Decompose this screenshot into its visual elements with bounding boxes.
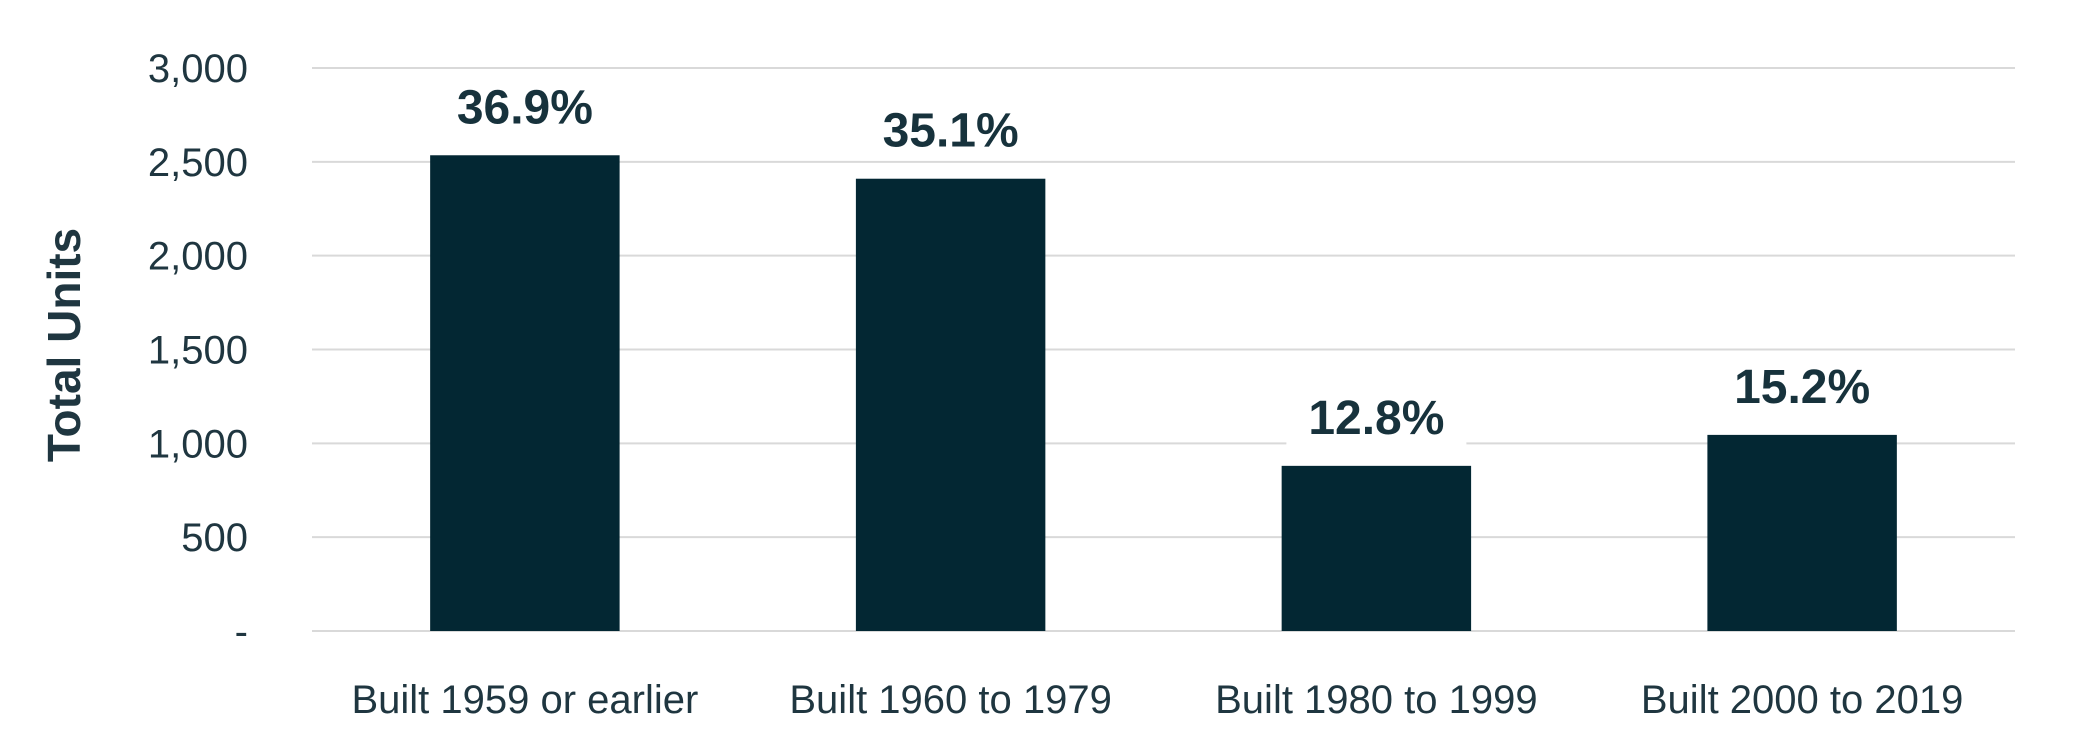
y-tick-label: 3,000: [148, 47, 248, 91]
data-label-background: [1286, 385, 1467, 448]
data-label: 35.1%: [883, 105, 1019, 158]
bar: [430, 155, 620, 631]
x-category-label: Built 1959 or earlier: [351, 678, 698, 722]
data-label-background: [434, 75, 615, 138]
x-category-label: Built 1980 to 1999: [1215, 678, 1537, 722]
y-tick-label: 1,000: [148, 422, 248, 466]
y-tick-label: 2,000: [148, 235, 248, 279]
x-category-label: Built 1960 to 1979: [789, 678, 1111, 722]
bars: [430, 155, 1897, 631]
bar: [1707, 434, 1897, 631]
x-axis-categories: Built 1959 or earlier Built 1960 to 1979 B…: [351, 678, 1963, 722]
bar: [855, 178, 1046, 631]
y-tick-label: 2,500: [148, 141, 248, 185]
data-label: 12.8%: [1308, 392, 1444, 445]
y-tick-label: -: [235, 610, 248, 654]
data-label: 15.2%: [1734, 361, 1870, 414]
y-tick-label: 500: [181, 516, 248, 560]
data-label-background: [860, 98, 1041, 161]
bar: [1281, 465, 1472, 631]
y-axis-ticks: - 500 1,000 1,500 2,000 2,500 3,000: [148, 47, 248, 654]
y-axis-title: Total Units: [38, 228, 90, 462]
x-category-label: Built 2000 to 2019: [1641, 678, 1963, 722]
data-label-background: [1712, 354, 1893, 417]
data-labels: 36.9% 35.1% 12.8% 15.2%: [434, 75, 1893, 448]
data-label: 36.9%: [457, 81, 593, 134]
y-tick-label: 1,500: [148, 329, 248, 373]
